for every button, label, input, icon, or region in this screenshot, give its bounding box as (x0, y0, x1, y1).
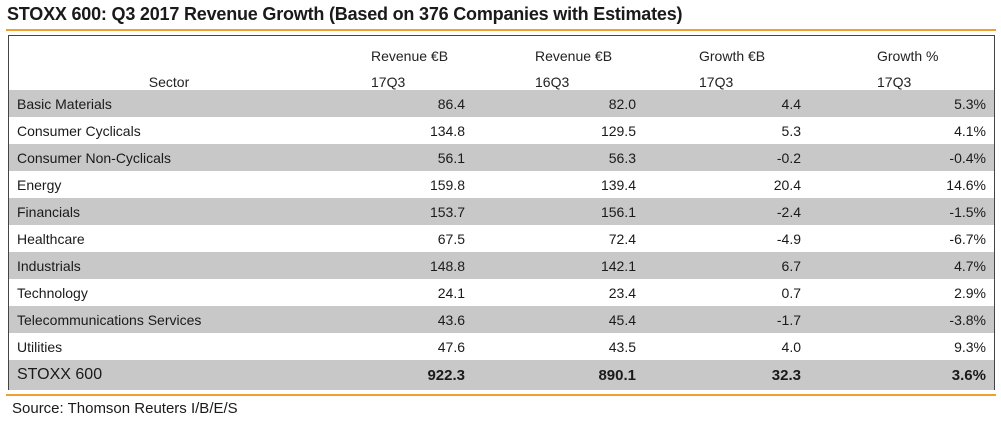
header-rev17-line1: Revenue €B (371, 48, 449, 64)
row-sector: Telecommunications Services (9, 306, 329, 333)
row-growth-b: 5.3 (781, 122, 801, 139)
header-rev17-line2: 17Q3 (371, 74, 406, 90)
row-rev16: 142.1 (489, 252, 654, 279)
header-sector: Sector (148, 74, 190, 90)
row-growth-b: -4.9 (776, 230, 801, 247)
row-rev17: 159.8 (429, 176, 465, 193)
row-rev17: 67.5 (437, 230, 465, 247)
row-sector: Healthcare (17, 230, 85, 247)
row-sector: Financials (9, 198, 329, 225)
row-rev17: 153.7 (329, 198, 489, 225)
row-sector: Industrials (9, 252, 329, 279)
row-growth-b: 4.0 (781, 338, 801, 355)
row-growth-pct: -6.7% (949, 230, 986, 247)
total-row: STOXX 600 922.3 890.1 32.3 3.6% (9, 360, 994, 390)
revenue-growth-table: Revenue €B Revenue €B Growth €B Growth %… (9, 42, 994, 390)
row-sector: Technology (17, 284, 88, 301)
row-rev17: 56.1 (329, 144, 489, 171)
row-growth-b: 0.7 (781, 284, 801, 301)
top-accent-rule (6, 29, 996, 31)
table-body: Basic Materials 86.4 82.0 4.4 5.3% Consumer C… (9, 90, 994, 360)
row-sector: Utilities (17, 338, 63, 355)
row-growth-pct: -0.4% (819, 144, 994, 171)
row-rev17: 134.8 (429, 122, 465, 139)
row-rev16: 82.0 (489, 90, 654, 117)
row-rev17: 86.4 (329, 90, 489, 117)
table-row: Healthcare 67.5 72.4 -4.9 -6.7% (9, 225, 994, 252)
row-growth-b: -0.2 (654, 144, 819, 171)
row-rev16: 45.4 (489, 306, 654, 333)
table-row: Telecommunications Services 43.6 45.4 -1.7-… (9, 306, 994, 333)
bottom-accent-rule (6, 394, 996, 396)
row-rev16: 156.1 (489, 198, 654, 225)
row-rev17: 148.8 (329, 252, 489, 279)
table-row: Financials 153.7 156.1 -2.4 -1.5% (9, 198, 994, 225)
row-growth-pct: 4.1% (954, 122, 986, 139)
row-growth-b: 20.4 (773, 176, 801, 193)
table-row: Technology 24.1 23.4 0.7 2.9% (9, 279, 994, 306)
row-growth-pct: -1.5% (819, 198, 994, 225)
header-rev16-line1: Revenue €B (535, 48, 613, 64)
header-growthb-line2: 17Q3 (699, 74, 734, 90)
row-rev16: 139.4 (600, 176, 636, 193)
total-rev16: 890.1 (489, 360, 654, 390)
table-row: Consumer Non-Cyclicals 56.1 56.3 -0.2 -0.4% (9, 144, 994, 171)
row-growth-b: 4.4 (654, 90, 819, 117)
table-row: Utilities 47.6 43.5 4.0 9.3% (9, 333, 994, 360)
total-growth-b: 32.3 (654, 360, 819, 390)
row-rev17: 43.6 (329, 306, 489, 333)
row-rev16: 129.5 (600, 122, 636, 139)
total-sector: STOXX 600 (9, 360, 329, 390)
table-row: Energy 159.8 139.4 20.4 14.6% (9, 171, 994, 198)
row-rev16: 23.4 (608, 284, 636, 301)
row-sector: Energy (17, 176, 62, 193)
table-row: Consumer Cyclicals 134.8 129.5 5.3 4.1% (9, 117, 994, 144)
header-rev16-line2: 16Q3 (535, 74, 570, 90)
page-title: STOXX 600: Q3 2017 Revenue Growth (Based… (7, 4, 683, 24)
header-growthb-line1: Growth €B (699, 48, 766, 64)
row-growth-pct: 14.6% (946, 176, 986, 193)
row-rev16: 72.4 (608, 230, 636, 247)
row-growth-pct: 5.3% (819, 90, 994, 117)
row-rev16: 56.3 (489, 144, 654, 171)
row-rev17: 47.6 (437, 338, 465, 355)
header-growthpct-line1: Growth % (877, 48, 939, 64)
source-note: Source: Thomson Reuters I/B/E/S (12, 400, 238, 417)
total-rev17: 922.3 (329, 360, 489, 390)
table-header: Revenue €B Revenue €B Growth €B Growth %… (9, 42, 994, 90)
row-sector: Consumer Cyclicals (17, 122, 141, 139)
row-growth-pct: 4.7% (819, 252, 994, 279)
total-growth-pct: 3.6% (819, 360, 994, 390)
row-growth-pct: 9.3% (954, 338, 986, 355)
row-sector: Consumer Non-Cyclicals (9, 144, 329, 171)
row-rev17: 24.1 (437, 284, 465, 301)
row-sector: Basic Materials (9, 90, 329, 117)
table-row: Industrials 148.8 142.1 6.7 4.7% (9, 252, 994, 279)
row-growth-b: 6.7 (654, 252, 819, 279)
header-growthpct-line2: 17Q3 (877, 74, 912, 90)
row-rev16: 43.5 (608, 338, 636, 355)
header-spacer (9, 42, 329, 64)
row-growth-pct: 2.9% (954, 284, 986, 301)
row-growth-pct: -3.8% (819, 306, 994, 333)
row-growth-b: -1.7 (654, 306, 819, 333)
row-growth-b: -2.4 (654, 198, 819, 225)
table-row: Basic Materials 86.4 82.0 4.4 5.3% (9, 90, 994, 117)
